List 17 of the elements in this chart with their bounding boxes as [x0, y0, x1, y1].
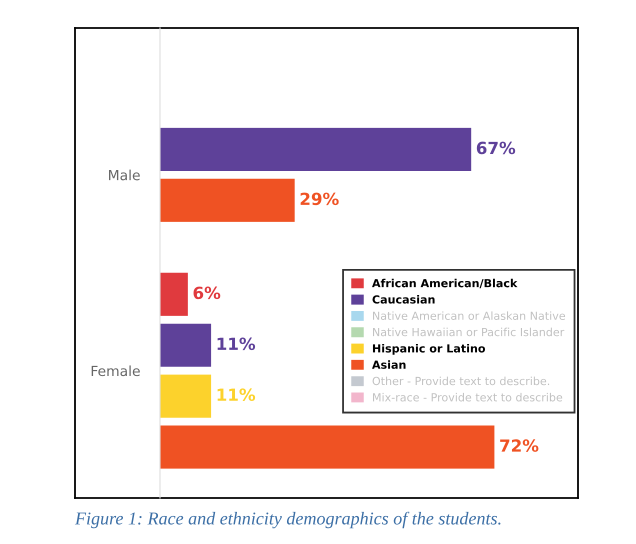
- data-label: 11%: [218, 388, 256, 402]
- legend-label: Asian: [372, 360, 406, 369]
- data-label: 6%: [194, 286, 220, 300]
- data-label: 29%: [300, 192, 339, 206]
- legend-label: Hispanic or Latino: [372, 344, 486, 355]
- data-label: 72%: [500, 439, 538, 452]
- legend-label: Native Hawaiian or Pacific Islander: [373, 328, 564, 336]
- data-label: 67%: [476, 142, 516, 154]
- legend-label: Native American or Alaskan Native: [373, 311, 566, 320]
- legend-label: Other - Provide text to describe.: [372, 376, 550, 386]
- legend-label: Caucasian: [372, 295, 435, 304]
- y-tick-label: Male: [109, 170, 140, 180]
- caption: Figure 1: Race and ethnicity demographics of the students.: [74, 512, 500, 528]
- y-tick-label: Female: [92, 365, 140, 376]
- legend-label: African American/Black: [372, 278, 518, 288]
- data-label: 11%: [218, 337, 256, 350]
- legend-label: Mix-race - Provide text to describe: [373, 392, 562, 402]
